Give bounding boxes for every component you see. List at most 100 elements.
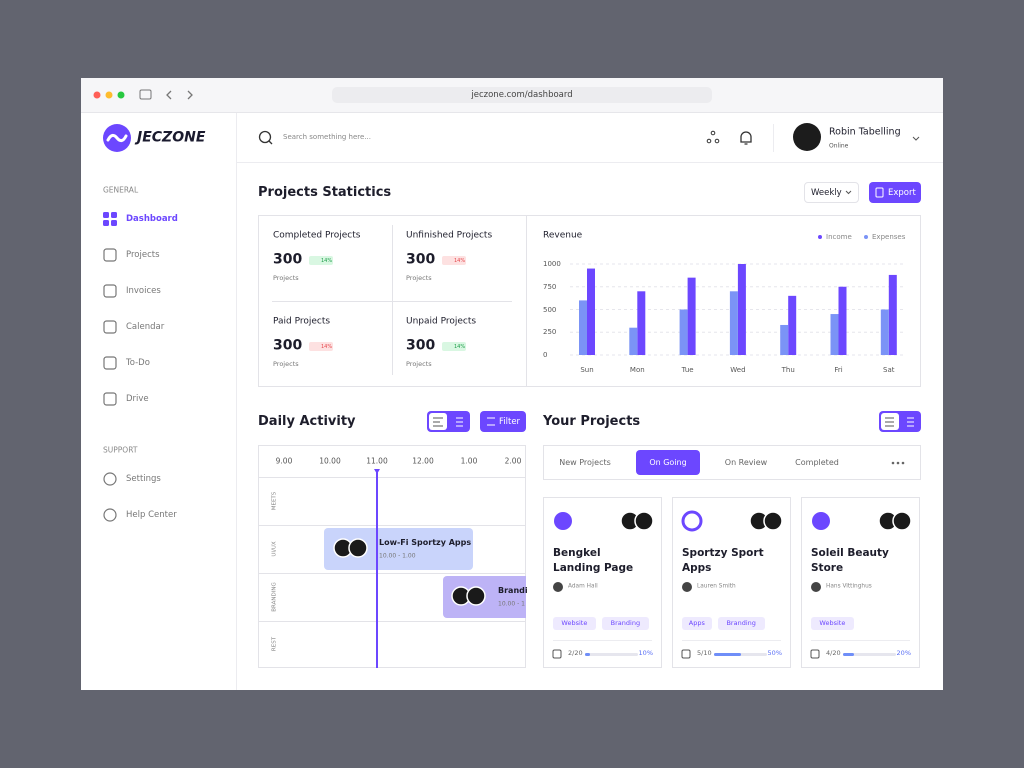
active-tab[interactable] (636, 450, 700, 475)
y-tick-label: 250 (543, 328, 557, 337)
tag (601, 617, 649, 630)
time-label: 2.00 (504, 456, 522, 466)
time-label: 12.00 (412, 456, 434, 466)
legend-marker (818, 235, 822, 239)
legend-marker (864, 235, 868, 239)
tabs-panel (543, 445, 921, 480)
notification-icon (740, 131, 752, 145)
chevron-icon (845, 190, 852, 195)
event-time: 10.00 - 1 (498, 600, 525, 608)
avatar (892, 511, 912, 531)
user-status: Online (829, 142, 849, 150)
url: jeczone.com/dashboard (471, 89, 573, 100)
project-title: Bengkel Landing Page (553, 547, 634, 574)
bar (780, 324, 789, 355)
period-select[interactable] (804, 182, 859, 203)
export-icon (875, 187, 884, 198)
search-input: Search something here... (283, 132, 372, 141)
menu-item: Settings (126, 473, 161, 484)
tag (553, 617, 596, 630)
menu-item: Calendar (126, 321, 165, 332)
row-label: UI/UX (271, 541, 278, 557)
menu-icon (103, 392, 117, 406)
bar (880, 309, 889, 355)
row-label: MEETS (271, 491, 278, 511)
progress-fill (843, 653, 854, 656)
menu-icon (103, 248, 117, 262)
change-badge (442, 342, 466, 351)
task-count: 4/20 (826, 649, 841, 658)
section-title: Daily Activity (258, 414, 356, 430)
time-label: 1.00 (460, 456, 478, 466)
stats-divider (392, 225, 393, 375)
url-bar[interactable] (332, 87, 712, 103)
change-badge (442, 256, 466, 265)
stats-divider (526, 215, 527, 387)
export-button[interactable] (869, 182, 921, 203)
filter-label: Filter (499, 416, 521, 427)
window-control (117, 91, 125, 99)
project-card[interactable] (801, 497, 920, 668)
card-divider (811, 640, 910, 641)
change-label: 14% (321, 257, 333, 264)
window-control (93, 91, 101, 99)
stat-label: Unpaid Projects (406, 316, 477, 327)
search-icon (258, 130, 272, 144)
task-icon (681, 649, 691, 659)
stat-label: Completed Projects (273, 230, 361, 241)
menu-icon (103, 508, 117, 522)
bar (838, 286, 847, 355)
bar (637, 291, 646, 355)
progress-label: 10% (638, 649, 653, 658)
change-badge (309, 342, 333, 351)
tag (682, 617, 712, 630)
menu-item: Help Center (126, 509, 177, 520)
section-title: Projects Statictics (258, 185, 392, 201)
menu-icon (103, 356, 117, 370)
section-label: GENERAL (103, 185, 139, 195)
header-divider (773, 124, 774, 152)
section-title: Your Projects (543, 414, 641, 430)
more-icon (901, 461, 905, 465)
stat-label: Paid Projects (273, 316, 331, 327)
avatar (634, 511, 654, 531)
user-avatar (793, 123, 821, 151)
project-card[interactable] (543, 497, 662, 668)
export-label: Export (888, 187, 916, 198)
sidebar (81, 113, 237, 690)
owner-avatar (811, 582, 821, 592)
change-badge (309, 256, 333, 265)
header-line (237, 162, 943, 163)
tag (811, 617, 854, 630)
event-title: Low-Fi Sportzy Apps (379, 538, 472, 548)
legend-label: Expenses (872, 232, 906, 241)
row-label: REST (271, 636, 278, 652)
bar (679, 309, 688, 355)
project-card[interactable] (672, 497, 791, 668)
y-tick-label: 500 (543, 305, 557, 314)
y-tick-label: 1000 (543, 259, 561, 268)
timeline-row-line (258, 573, 526, 574)
legend-label: Income (826, 232, 852, 241)
project-owner: Hans Vittinghus (826, 583, 872, 590)
period-label: Weekly (811, 187, 842, 198)
x-tick-label: Wed (730, 365, 746, 374)
project-owner: Adam Hall (568, 583, 598, 590)
tab: On Going (649, 458, 687, 468)
progress-track (843, 653, 896, 656)
bar (888, 274, 897, 355)
stat-unit: Projects (406, 274, 432, 283)
timeline-row-line (258, 621, 526, 622)
bar (830, 314, 839, 355)
avatar (763, 511, 783, 531)
filter-button[interactable] (480, 411, 526, 432)
stats-divider (272, 301, 512, 302)
bar (729, 291, 738, 355)
forward-icon (187, 90, 193, 100)
event-title: Brandi (498, 586, 528, 596)
project-owner: Lauren Smith (697, 583, 736, 590)
progress-track (714, 653, 767, 656)
menu-item: Dashboard (126, 213, 178, 224)
